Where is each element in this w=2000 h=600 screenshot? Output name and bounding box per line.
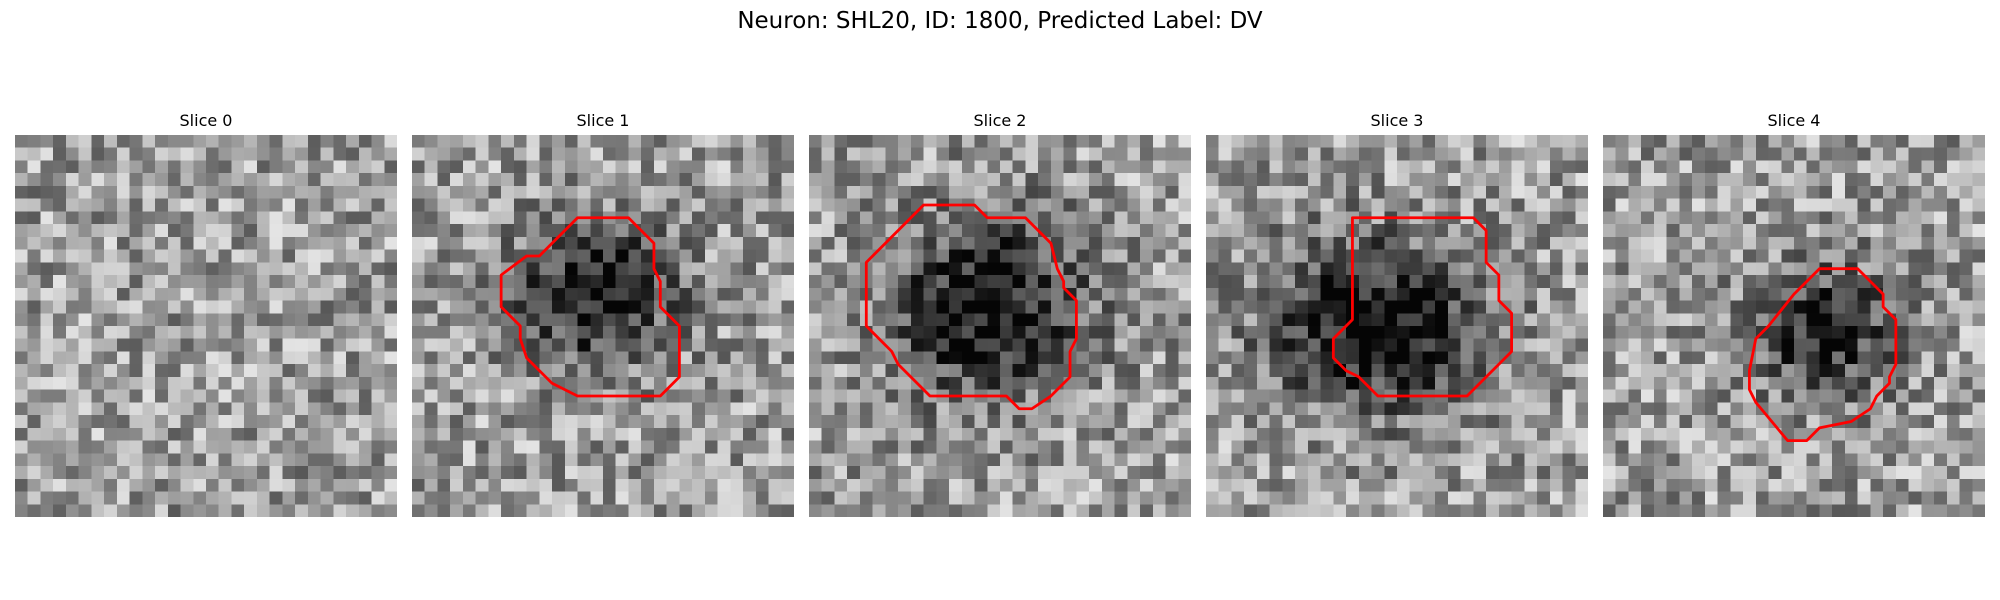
slice-image-2: [809, 135, 1191, 517]
slice-panel-1: Slice 1: [412, 110, 794, 517]
cell-contour-1: [499, 216, 681, 398]
slice-image-3: [1206, 135, 1588, 517]
slice-title-0: Slice 0: [179, 111, 233, 130]
slice-panel-4: Slice 4: [1603, 110, 1985, 517]
slice-panel-0: Slice 0: [15, 110, 397, 517]
slice-title-2: Slice 2: [973, 111, 1027, 130]
slice-panel-2: Slice 2: [809, 110, 1191, 517]
figure-title: Neuron: SHL20, ID: 1800, Predicted Label…: [737, 8, 1263, 34]
cell-contour-4: [1748, 267, 1898, 443]
slice-panel-3: Slice 3: [1206, 110, 1588, 517]
slice-title-1: Slice 1: [576, 111, 630, 130]
cell-contour-3: [1331, 216, 1514, 398]
slice-image-1: [412, 135, 794, 517]
cell-contour-2: [864, 203, 1078, 411]
slice-title-4: Slice 4: [1767, 111, 1821, 130]
slice-title-3: Slice 3: [1370, 111, 1424, 130]
slice-image-0: [15, 135, 397, 517]
slice-image-4: [1603, 135, 1985, 517]
